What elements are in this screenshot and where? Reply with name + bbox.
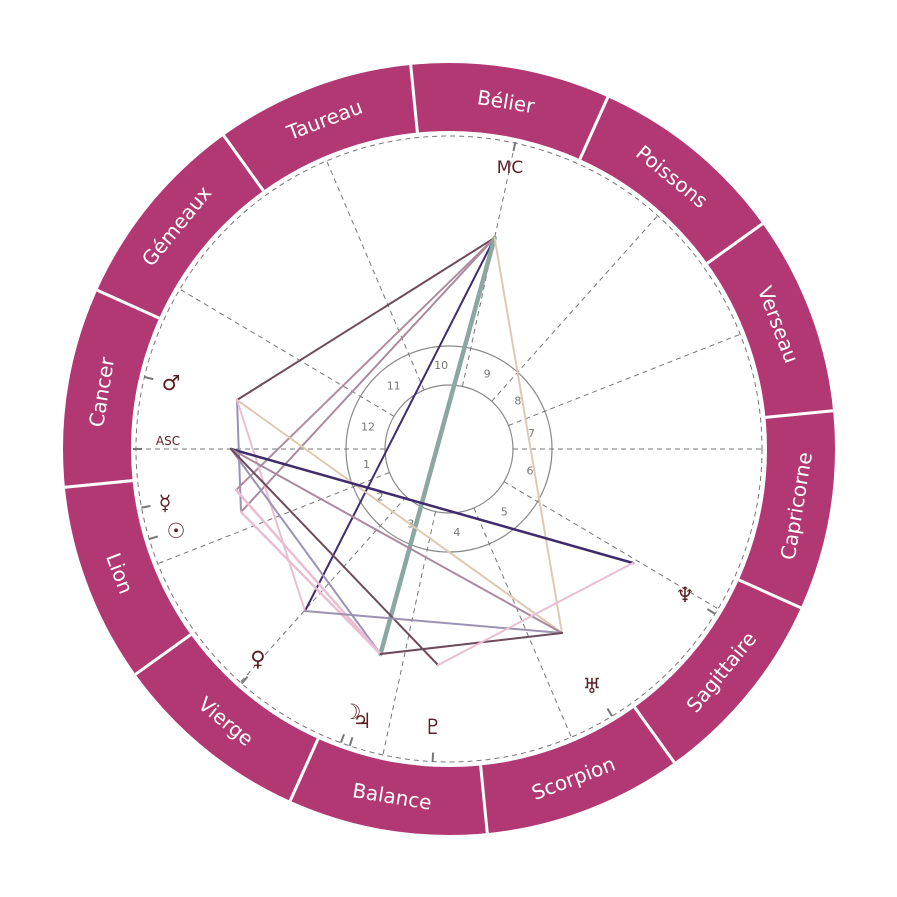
aspect-mc-mars xyxy=(236,236,496,401)
house-number-5: 5 xyxy=(501,506,508,519)
position-ticks xyxy=(133,141,716,762)
sign-divider xyxy=(64,479,133,489)
house-number-8: 8 xyxy=(514,395,521,408)
aspect-mercury-moon xyxy=(234,488,382,656)
aspect-asc-moon xyxy=(230,448,382,655)
tick-sun xyxy=(148,535,159,540)
planet-glyphs: ♂ ☿ ☉ ♀ ☽ ♃ ♇ ♅ ♆ xyxy=(159,371,695,739)
sign-divider xyxy=(765,409,834,419)
aspect-lines xyxy=(229,235,635,666)
house-number-11: 11 xyxy=(387,379,401,392)
sign-divider xyxy=(134,633,192,676)
house-number-4: 4 xyxy=(453,526,460,539)
sign-divider xyxy=(288,738,320,802)
cusp-line-3 xyxy=(240,496,407,683)
tick-mc xyxy=(512,141,517,152)
tick-neptune xyxy=(706,608,716,615)
venus-icon: ♀ xyxy=(250,647,265,671)
cusp-line-8 xyxy=(508,333,741,426)
cusp-line-4-ic xyxy=(382,511,436,756)
aspect-venus-uranus xyxy=(304,610,563,634)
aspect-moon-uranus xyxy=(379,632,563,655)
cusp-line-10-mc xyxy=(462,142,516,387)
mc-label: MC xyxy=(497,158,524,178)
moon-icon: ☽ xyxy=(343,700,362,724)
sign-divider xyxy=(222,134,265,192)
asc-label: ASC xyxy=(156,434,180,448)
tick-venus xyxy=(240,676,249,685)
house-cusps xyxy=(136,142,762,756)
aspect-mc-uranus xyxy=(493,236,563,634)
sign-divider xyxy=(633,706,676,764)
house-number-2: 2 xyxy=(377,491,384,504)
house-outer-circle xyxy=(345,345,553,553)
aspect-pluto-neptune xyxy=(437,562,634,666)
sign-divider xyxy=(479,765,489,834)
mars-icon: ♂ xyxy=(162,371,181,395)
sign-divider xyxy=(578,96,610,160)
zodiac-ring xyxy=(63,63,835,835)
uranus-icon: ♅ xyxy=(583,674,602,698)
sign-divider xyxy=(738,578,802,610)
cusp-line-11 xyxy=(326,160,425,391)
mercury-icon: ☿ xyxy=(159,491,172,515)
aspect-mc-sun xyxy=(240,236,496,513)
cusp-line-5 xyxy=(473,507,572,738)
aspect-mc-mercury xyxy=(235,236,496,491)
house-number-10: 10 xyxy=(434,359,448,372)
sign-divider xyxy=(96,288,160,320)
house-number-1: 1 xyxy=(363,458,370,471)
house-number-12: 12 xyxy=(361,420,375,433)
tick-moon xyxy=(348,736,354,747)
sign-divider xyxy=(409,64,419,133)
sun-icon: ☉ xyxy=(167,519,186,543)
neptune-icon: ♆ xyxy=(676,583,695,607)
jupiter-icon: ♃ xyxy=(353,709,372,733)
house-number-7: 7 xyxy=(528,427,535,440)
cusp-line-6 xyxy=(503,481,719,610)
aspect-mc-moon xyxy=(378,235,497,657)
aspect-sun-moon xyxy=(239,510,382,656)
pluto-icon: ♇ xyxy=(424,715,443,739)
aspect-mc-venus xyxy=(304,236,496,612)
sign-divider xyxy=(706,222,764,265)
tick-mars xyxy=(144,376,154,381)
zodiac-dividers xyxy=(64,64,834,834)
tick-pluto xyxy=(431,752,435,762)
tick-mercury xyxy=(141,505,151,509)
aspect-asc-neptune xyxy=(229,447,635,565)
house-number-9: 9 xyxy=(484,368,491,381)
cusp-line-12 xyxy=(179,288,395,417)
tick-uranus xyxy=(606,707,613,717)
tick-jupiter xyxy=(339,733,345,744)
aspect-asc-uranus xyxy=(230,448,563,634)
cusp-line-9 xyxy=(491,215,658,402)
cusp-line-2 xyxy=(157,472,390,565)
aspect-asc-pluto xyxy=(230,448,439,666)
aspect-mars-uranus xyxy=(236,399,563,634)
house-number-6: 6 xyxy=(527,465,534,478)
